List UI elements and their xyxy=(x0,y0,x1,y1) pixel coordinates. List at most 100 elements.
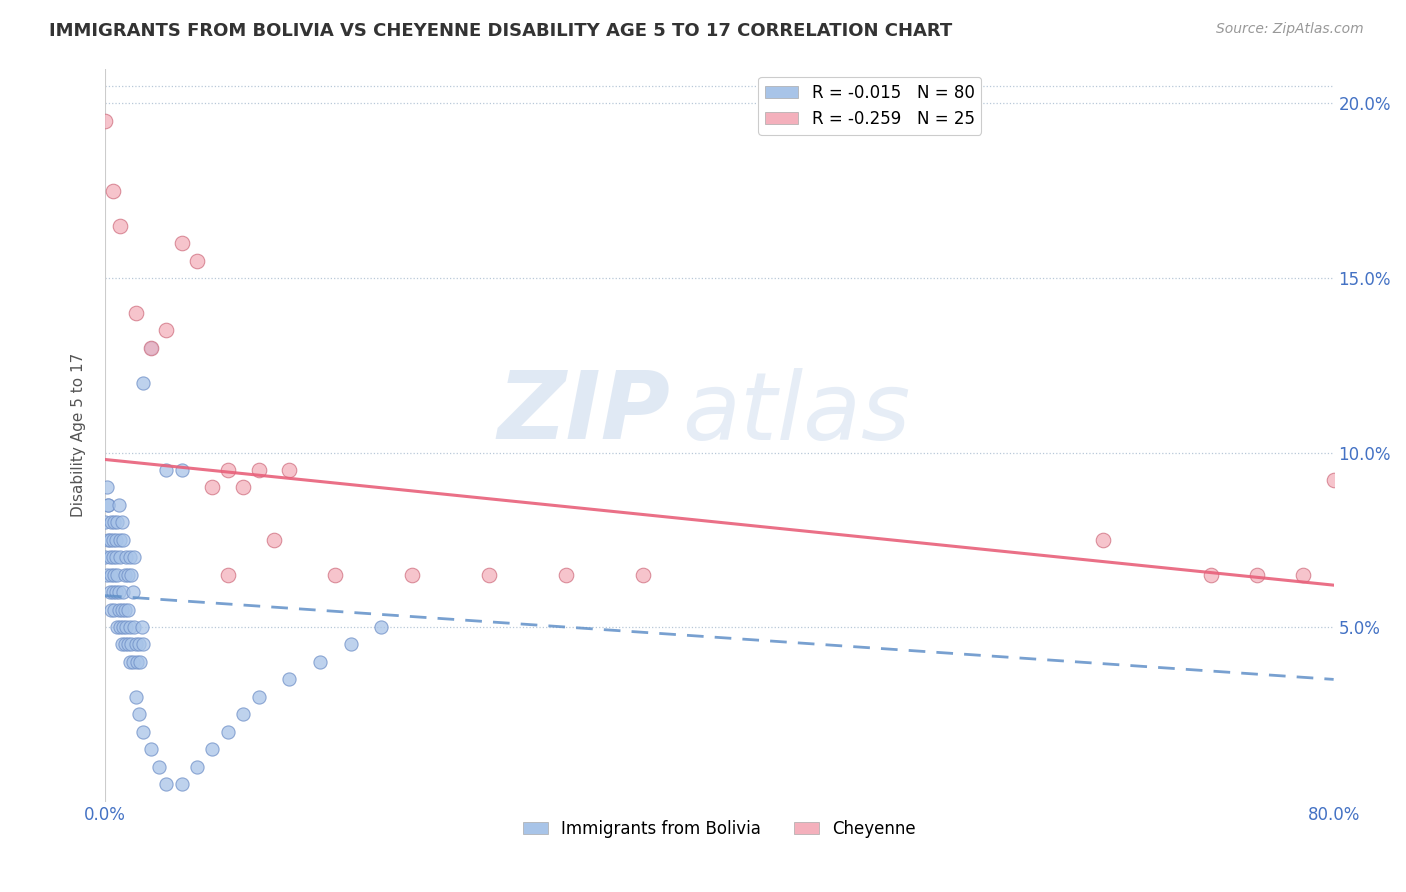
Point xyxy=(111,638,134,652)
Point xyxy=(115,550,138,565)
Point xyxy=(108,585,131,599)
Point xyxy=(132,376,155,390)
Point xyxy=(309,655,332,669)
Point xyxy=(131,620,153,634)
Point xyxy=(94,516,117,530)
Y-axis label: Disability Age 5 to 17: Disability Age 5 to 17 xyxy=(72,353,86,517)
Point xyxy=(339,638,361,652)
Point xyxy=(478,567,501,582)
Point xyxy=(97,533,120,547)
Text: ZIP: ZIP xyxy=(498,367,671,459)
Point xyxy=(1323,474,1346,488)
Point xyxy=(101,550,124,565)
Point xyxy=(110,550,132,565)
Point xyxy=(111,516,134,530)
Point xyxy=(112,585,135,599)
Point xyxy=(232,707,254,722)
Point xyxy=(201,742,224,756)
Point xyxy=(370,620,392,634)
Point xyxy=(110,219,132,233)
Point xyxy=(217,724,239,739)
Point xyxy=(1092,533,1115,547)
Point xyxy=(278,463,301,477)
Point xyxy=(186,759,208,773)
Text: IMMIGRANTS FROM BOLIVIA VS CHEYENNE DISABILITY AGE 5 TO 17 CORRELATION CHART: IMMIGRANTS FROM BOLIVIA VS CHEYENNE DISA… xyxy=(49,22,952,40)
Point xyxy=(170,777,193,791)
Point xyxy=(117,602,139,616)
Point xyxy=(217,463,239,477)
Text: Source: ZipAtlas.com: Source: ZipAtlas.com xyxy=(1216,22,1364,37)
Point xyxy=(554,567,576,582)
Point xyxy=(170,463,193,477)
Point xyxy=(121,655,143,669)
Point xyxy=(115,620,138,634)
Point xyxy=(155,323,177,337)
Point xyxy=(1199,567,1222,582)
Point xyxy=(217,567,239,582)
Point xyxy=(1246,567,1268,582)
Point xyxy=(155,463,177,477)
Point xyxy=(121,585,143,599)
Point xyxy=(117,638,139,652)
Point xyxy=(97,498,120,512)
Point xyxy=(247,690,270,704)
Point xyxy=(105,567,128,582)
Point xyxy=(132,724,155,739)
Point xyxy=(155,777,177,791)
Point xyxy=(125,638,148,652)
Point xyxy=(139,341,162,355)
Point xyxy=(108,602,131,616)
Point xyxy=(96,480,118,494)
Point xyxy=(101,585,124,599)
Point xyxy=(98,585,121,599)
Point xyxy=(201,480,224,494)
Point xyxy=(114,602,136,616)
Point xyxy=(94,550,117,565)
Point xyxy=(139,742,162,756)
Point xyxy=(103,567,125,582)
Point xyxy=(232,480,254,494)
Point xyxy=(325,567,347,582)
Point xyxy=(100,567,122,582)
Point xyxy=(108,498,131,512)
Point xyxy=(263,533,285,547)
Point xyxy=(247,463,270,477)
Point xyxy=(117,567,139,582)
Point xyxy=(94,114,117,128)
Point xyxy=(129,655,152,669)
Point xyxy=(103,516,125,530)
Point xyxy=(122,550,145,565)
Point xyxy=(110,620,132,634)
Point xyxy=(128,638,150,652)
Point xyxy=(111,602,134,616)
Point xyxy=(101,533,124,547)
Point xyxy=(148,759,170,773)
Text: atlas: atlas xyxy=(682,368,911,458)
Point xyxy=(118,620,141,634)
Point xyxy=(114,638,136,652)
Point xyxy=(114,567,136,582)
Point xyxy=(104,585,127,599)
Point xyxy=(105,620,128,634)
Point xyxy=(110,533,132,547)
Point xyxy=(120,638,142,652)
Point xyxy=(104,550,127,565)
Point xyxy=(139,341,162,355)
Point xyxy=(128,707,150,722)
Point xyxy=(127,655,149,669)
Point xyxy=(170,235,193,250)
Point xyxy=(278,673,301,687)
Point xyxy=(186,253,208,268)
Point xyxy=(105,516,128,530)
Point xyxy=(104,533,127,547)
Point xyxy=(118,655,141,669)
Point xyxy=(100,602,122,616)
Point xyxy=(97,498,120,512)
Point xyxy=(98,533,121,547)
Point xyxy=(120,567,142,582)
Point xyxy=(98,550,121,565)
Point xyxy=(118,550,141,565)
Point xyxy=(112,533,135,547)
Legend: Immigrants from Bolivia, Cheyenne: Immigrants from Bolivia, Cheyenne xyxy=(516,814,922,845)
Point xyxy=(100,516,122,530)
